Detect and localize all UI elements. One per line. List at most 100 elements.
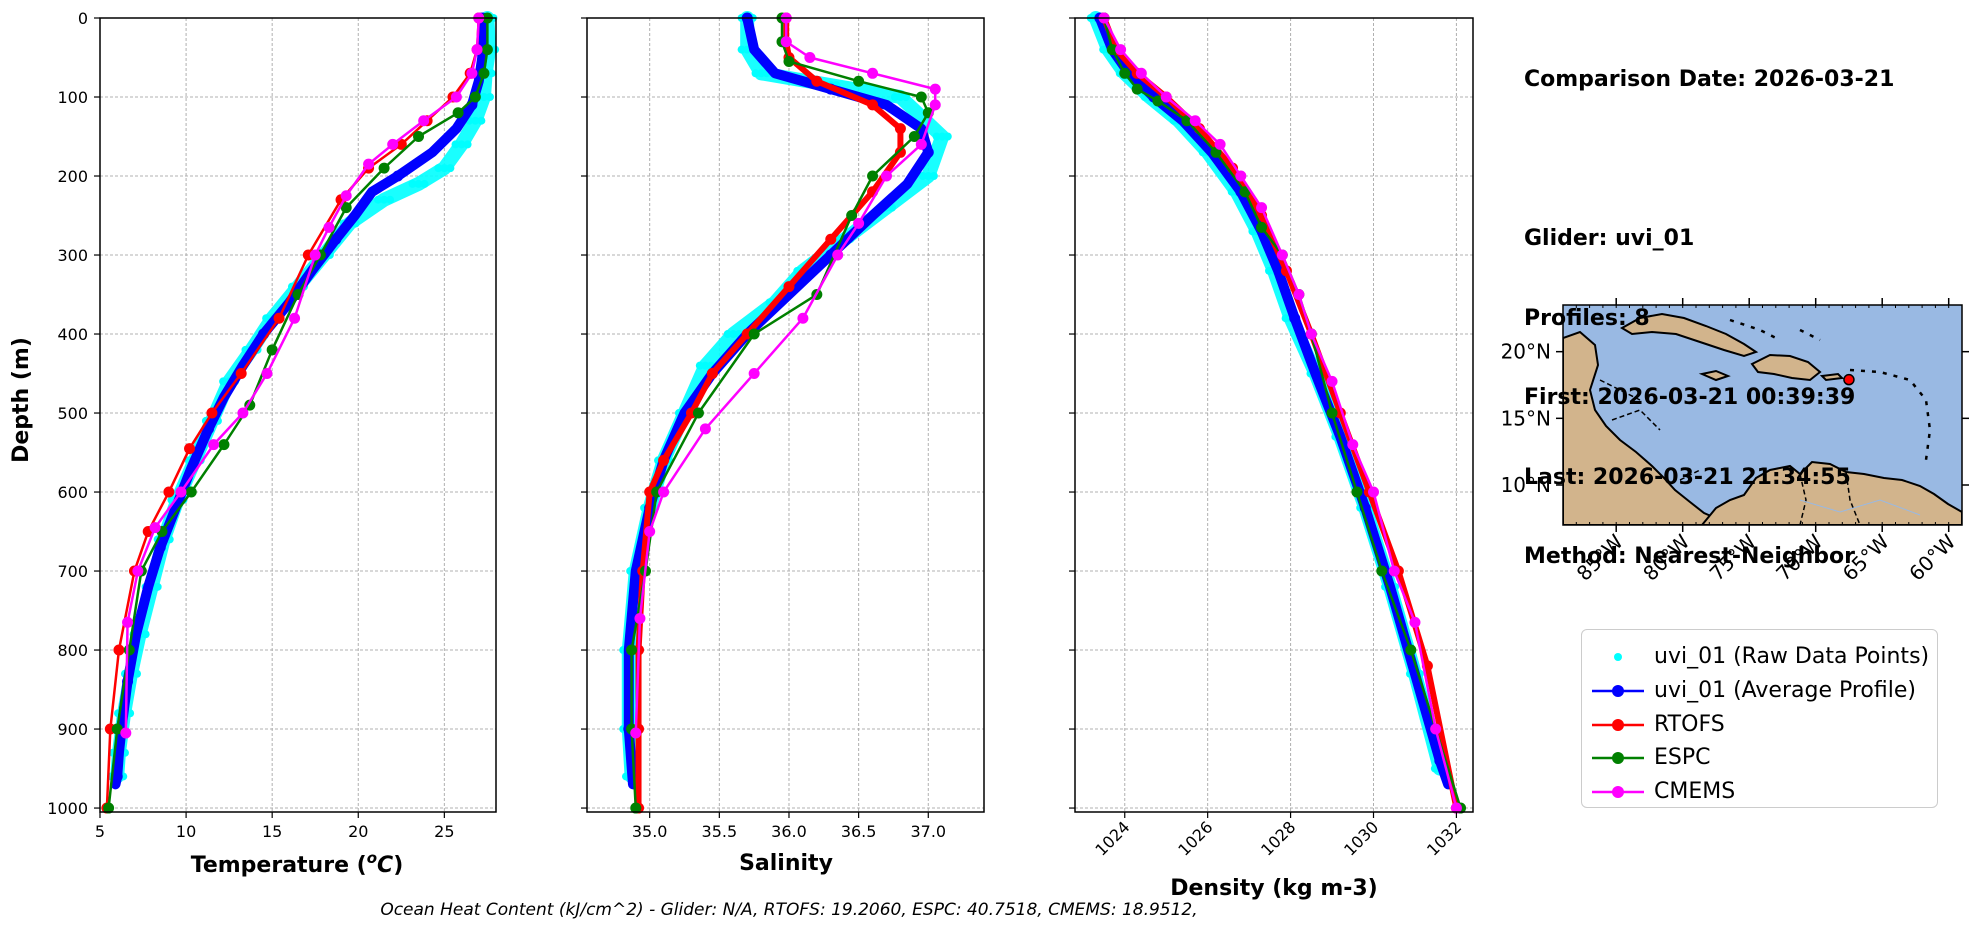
- x-tick-label: 35.5: [702, 822, 738, 841]
- legend-label-average: uvi_01 (Average Profile): [1654, 678, 1916, 703]
- rtofs-point: [811, 75, 823, 87]
- espc-point: [1106, 44, 1118, 56]
- plot-frame: [1074, 17, 1474, 813]
- espc-point: [1119, 67, 1131, 79]
- cmems-point: [915, 138, 927, 150]
- legend-symbol-rtofs: [1592, 719, 1644, 731]
- average-point: [392, 170, 404, 182]
- average-point: [330, 233, 342, 245]
- x-tick-label: 1026: [1174, 817, 1216, 859]
- last-time: Last: 2026-03-21 21:34:55: [1524, 464, 1851, 490]
- cmems-point: [237, 407, 249, 419]
- legend-label-cmems: CMEMS: [1654, 779, 1736, 804]
- cmems-point: [122, 616, 134, 628]
- espc-point: [123, 644, 135, 656]
- cmems-point: [1135, 67, 1147, 79]
- map-land-south-america: [1700, 460, 1962, 525]
- y-tick-label: 500: [57, 404, 88, 423]
- espc-point: [218, 439, 230, 451]
- map-lon-label: 60°W: [1904, 529, 1960, 585]
- info-spacer: [1524, 147, 1894, 174]
- espc-point: [630, 802, 642, 814]
- espc-point: [1326, 407, 1338, 419]
- cmems-point: [832, 249, 844, 261]
- cmems-point: [929, 83, 941, 95]
- y-tick-label: 1000: [47, 799, 88, 818]
- x-tick-label: 1030: [1340, 817, 1382, 859]
- legend-symbol-average: [1592, 685, 1644, 697]
- cmems-point: [804, 52, 816, 64]
- rtofs-point: [894, 146, 906, 158]
- raw-points-band: [1088, 11, 1447, 776]
- map-borders: [1599, 379, 1861, 525]
- legend-label-rtofs: RTOFS: [1654, 712, 1725, 737]
- espc-point: [1376, 565, 1388, 577]
- espc-point: [867, 170, 879, 182]
- x-tick-label: 20: [348, 822, 368, 841]
- cmems-point: [289, 312, 301, 324]
- rtofs-point: [706, 368, 718, 380]
- info-panel: Comparison Date: 2026-03-21 Glider: uvi_…: [1524, 14, 1894, 597]
- map-lat-label: 10°N: [1501, 473, 1551, 497]
- cmems-point: [175, 486, 187, 498]
- y-tick-label: 0: [78, 9, 88, 28]
- depth-axis-label: Depth (m): [9, 337, 34, 463]
- legend-label-raw: uvi_01 (Raw Data Points): [1654, 644, 1930, 669]
- legend-symbol-raw: [1614, 653, 1622, 661]
- x-tick-label: 36.0: [771, 822, 807, 841]
- cmems-point: [309, 249, 321, 261]
- salinity-panel: 35.0 35.5 36.0 36.5 37.0: [581, 11, 985, 841]
- cmems-point: [1276, 249, 1288, 261]
- cmems-point: [853, 217, 865, 229]
- comparison-date: Comparison Date: 2026-03-21: [1524, 67, 1895, 92]
- rtofs-point: [163, 486, 175, 498]
- x-tick-label: 1028: [1257, 817, 1299, 859]
- cmems-point: [630, 727, 642, 739]
- map-land-jamaica: [1698, 369, 1731, 382]
- cmems-line: [1102, 16, 1458, 810]
- density-panel: 1024 1026 1028 1030 1032: [1069, 11, 1474, 860]
- average-point: [154, 541, 166, 553]
- cmems-point: [1115, 44, 1127, 56]
- espc-point: [266, 344, 278, 356]
- cmems-point: [1347, 439, 1359, 451]
- cmems-point: [1409, 616, 1421, 628]
- y-tick-label: 800: [57, 641, 88, 660]
- cmems-point: [261, 368, 273, 380]
- rtofs-point: [184, 443, 196, 455]
- legend-item-rtofs: RTOFS: [1582, 710, 1937, 740]
- rtofs-point: [783, 281, 795, 293]
- espc-point: [748, 328, 760, 340]
- cmems-point: [880, 170, 892, 182]
- x-tick-label: 1032: [1423, 817, 1465, 859]
- espc-point: [481, 44, 493, 56]
- cmems-point: [132, 565, 144, 577]
- espc-point: [1152, 95, 1164, 107]
- temperature-axis-label: Temperature (oC): [191, 849, 404, 878]
- density-axis-label: Density (kg m-3): [1170, 876, 1378, 901]
- x-tick-label: 37.0: [910, 822, 946, 841]
- rtofs-point: [867, 99, 879, 111]
- average-line: [1094, 13, 1454, 790]
- map-land-hispaniola: [1750, 353, 1822, 382]
- cmems-point: [1189, 115, 1201, 127]
- espc-point: [908, 131, 920, 143]
- cmems-point: [634, 612, 646, 624]
- average-line: [110, 13, 488, 790]
- cmems-point: [1214, 138, 1226, 150]
- espc-point: [469, 91, 481, 103]
- rtofs-point: [113, 644, 125, 656]
- legend-symbol-cmems: [1592, 786, 1644, 798]
- cmems-point: [1450, 802, 1462, 814]
- ocean-heat-content-caption: Ocean Heat Content (kJ/cm^2) - Glider: N…: [0, 900, 1978, 920]
- espc-point: [783, 55, 795, 67]
- map-land-cuba: [1620, 312, 1759, 358]
- cmems-point: [1256, 202, 1268, 214]
- map-lat-label: 20°N: [1501, 340, 1551, 364]
- cmems-point: [929, 99, 941, 111]
- cmems-line: [634, 16, 937, 735]
- cmems-point: [780, 36, 792, 48]
- x-tick-label: 25: [434, 822, 454, 841]
- espc-point: [452, 107, 464, 119]
